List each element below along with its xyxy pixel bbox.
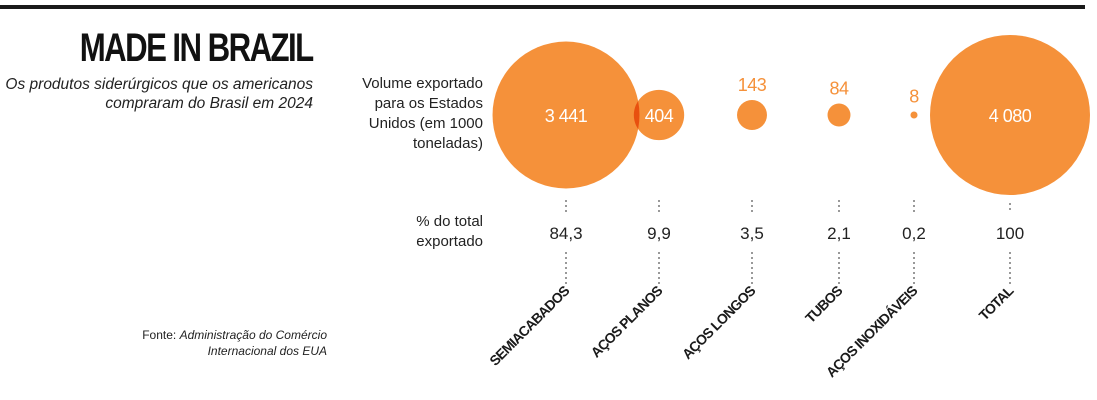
category-label: AÇOS PLANOS xyxy=(587,282,665,360)
volume-row-label: Volume exportado para os Estados Unidos … xyxy=(362,75,483,152)
bubble-5 xyxy=(930,35,1090,195)
percent-label: 9,9 xyxy=(647,224,671,243)
category-label: TOTAL xyxy=(976,282,1017,323)
percent-label: 3,5 xyxy=(740,224,764,243)
bubble-1 xyxy=(633,89,685,141)
percent-row-label: % do total exportado xyxy=(416,213,483,250)
source-text-2: Internacional dos EUA xyxy=(207,344,327,358)
category-label: TUBOS xyxy=(802,282,845,325)
volume-label: 8 xyxy=(909,86,919,106)
volume-label: 84 xyxy=(829,79,849,99)
bubble-0 xyxy=(492,41,640,189)
bubble-3 xyxy=(827,103,851,127)
percent-label: 84,3 xyxy=(549,224,582,243)
subtitle: Os produtos siderúrgicos que os american… xyxy=(5,76,313,112)
category-label: SEMIACABADOS xyxy=(486,282,572,368)
volume-label: 143 xyxy=(738,75,767,95)
page-title: MADE IN BRAZIL xyxy=(80,26,314,70)
source-text-1: Administração do Comércio xyxy=(179,328,327,342)
percent-label: 100 xyxy=(996,224,1024,243)
category-label: AÇOS LONGOS xyxy=(679,282,759,362)
top-rule xyxy=(0,5,1085,9)
volume-label: 3 441 xyxy=(545,106,588,126)
percent-label: 2,1 xyxy=(827,224,851,243)
bubble-2 xyxy=(737,100,767,130)
source-label: Fonte: xyxy=(142,328,177,342)
percent-label: 0,2 xyxy=(902,224,926,243)
source-note: Fonte: Administração do Comércio Interna… xyxy=(142,327,327,359)
volume-label: 404 xyxy=(645,106,674,126)
volume-label: 4 080 xyxy=(989,106,1032,126)
bubble-4 xyxy=(910,111,918,119)
